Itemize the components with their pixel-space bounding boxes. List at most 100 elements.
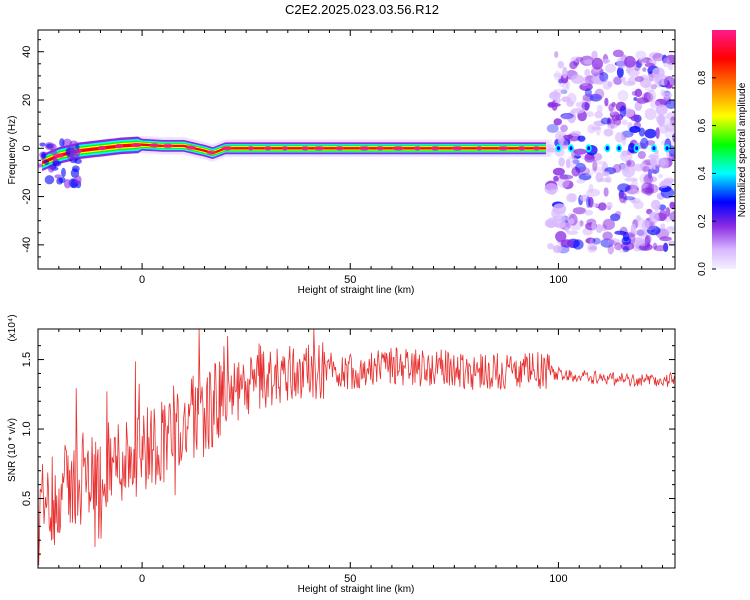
- noise-blob: [647, 89, 657, 102]
- noise-blob: [672, 132, 675, 143]
- spectrogram-y-tick-label: 0: [21, 145, 33, 151]
- noise-blob: [635, 50, 647, 60]
- noise-blob: [552, 203, 567, 215]
- spectrogram-x-ticks: 0 50 100: [58, 30, 664, 286]
- ridge-peak: [532, 146, 541, 151]
- noise-blob: [562, 66, 568, 79]
- spectrogram-y-ticks: -40 -20 0 20 40: [21, 39, 675, 258]
- colorbar-tick-label: 0.8: [697, 70, 708, 84]
- noise-blob: [614, 242, 622, 251]
- noise-blob: [642, 67, 647, 72]
- noise-blob: [624, 177, 638, 182]
- early-blob: [61, 167, 66, 178]
- noise-blob: [624, 55, 636, 68]
- noise-blob: [565, 159, 571, 169]
- noise-blob: [560, 124, 568, 132]
- colorbar-tick-label: 0.0: [697, 262, 708, 276]
- noise-blob: [595, 74, 605, 85]
- ridge-peak: [149, 143, 160, 148]
- noise-blob: [549, 92, 560, 98]
- colorbar-gradient: [712, 30, 736, 269]
- noise-blob: [627, 142, 636, 154]
- spectrogram-y-tick-label: -40: [21, 237, 33, 253]
- noise-blob: [665, 99, 675, 110]
- snr-panel: 0 50 100 0.5 1.0 1.5 Height of straight line…: [7, 314, 676, 595]
- noise-blob: [603, 187, 609, 197]
- ridge-peak: [114, 143, 124, 149]
- noise-blob: [640, 137, 649, 150]
- noise-blob: [647, 169, 652, 180]
- noise-blob: [584, 68, 591, 77]
- snr-y-axis-label: SNR (10 * v/v): [7, 418, 18, 482]
- noise-blob: [558, 157, 565, 167]
- snr-series-line: [38, 329, 675, 566]
- noise-blob: [649, 158, 657, 165]
- colorbar-tick-label: 0.4: [697, 166, 708, 180]
- snr-scale-label: (x10⁴): [7, 314, 18, 341]
- noise-blob: [602, 58, 611, 64]
- noise-blob: [591, 166, 605, 175]
- noise-center-core: [556, 146, 560, 151]
- snr-x-ticks: 0 50 100: [58, 329, 664, 585]
- noise-blob: [612, 75, 624, 85]
- noise-blob: [611, 101, 616, 107]
- noise-blob: [586, 196, 591, 209]
- ridge-halo: [544, 139, 555, 158]
- noise-blob: [644, 107, 657, 120]
- noise-blob: [589, 93, 602, 102]
- noise-center-core: [652, 146, 656, 151]
- noise-blob: [644, 128, 657, 139]
- noise-blob: [584, 209, 594, 216]
- noise-blob: [553, 88, 558, 98]
- noise-blob: [630, 223, 637, 235]
- noise-blob: [575, 56, 584, 62]
- noise-blob: [568, 218, 575, 225]
- noise-blob: [607, 244, 614, 255]
- noise-blob: [663, 119, 675, 132]
- noise-blob: [612, 163, 622, 173]
- noise-blob: [599, 71, 609, 82]
- noise-blob: [652, 52, 665, 62]
- noise-blob: [613, 76, 622, 85]
- noise-blob: [662, 57, 670, 68]
- early-blob: [49, 149, 57, 155]
- noise-blob: [668, 62, 674, 71]
- noise-blob: [566, 100, 574, 108]
- noise-blob: [614, 131, 625, 143]
- noise-blob: [663, 177, 675, 184]
- noise-blob: [617, 183, 631, 193]
- noise-blob: [572, 159, 580, 165]
- noise-blob: [646, 225, 661, 236]
- noise-blob: [569, 60, 578, 70]
- figure-title: C2E2.2025.023.03.56.R12: [285, 2, 439, 17]
- noise-blob: [557, 134, 565, 146]
- noise-blob: [665, 122, 675, 133]
- noise-blob: [595, 172, 604, 183]
- spectrogram-heatmap: [38, 49, 675, 255]
- noise-blob: [652, 67, 665, 78]
- noise-blob: [571, 166, 581, 177]
- spectrogram-panel: 0 50 100 -40 -20 0 20 40 Height of straight li…: [7, 29, 676, 296]
- noise-blob: [641, 182, 655, 194]
- early-blob: [39, 142, 46, 147]
- noise-blob: [621, 76, 627, 83]
- noise-blob: [564, 226, 570, 232]
- spectrogram-x-axis-label: Height of straight line (km): [298, 285, 415, 296]
- noise-blob: [638, 57, 648, 65]
- ridge-peak: [281, 146, 289, 151]
- ridge-peak: [335, 146, 344, 151]
- noise-blob: [555, 231, 567, 243]
- ridge-peak: [206, 150, 216, 155]
- noise-blob: [591, 57, 604, 70]
- noise-blob: [559, 174, 574, 180]
- snr-x-tick-label: 100: [549, 573, 567, 585]
- early-blob: [62, 138, 73, 148]
- noise-blob: [634, 88, 643, 98]
- noise-blob: [591, 237, 601, 245]
- noise-blob: [565, 156, 579, 168]
- ridge-peak: [186, 145, 196, 150]
- early-blob: [38, 163, 44, 168]
- noise-blob: [634, 76, 644, 82]
- noise-blob: [577, 135, 586, 142]
- ridge-peak: [413, 146, 422, 151]
